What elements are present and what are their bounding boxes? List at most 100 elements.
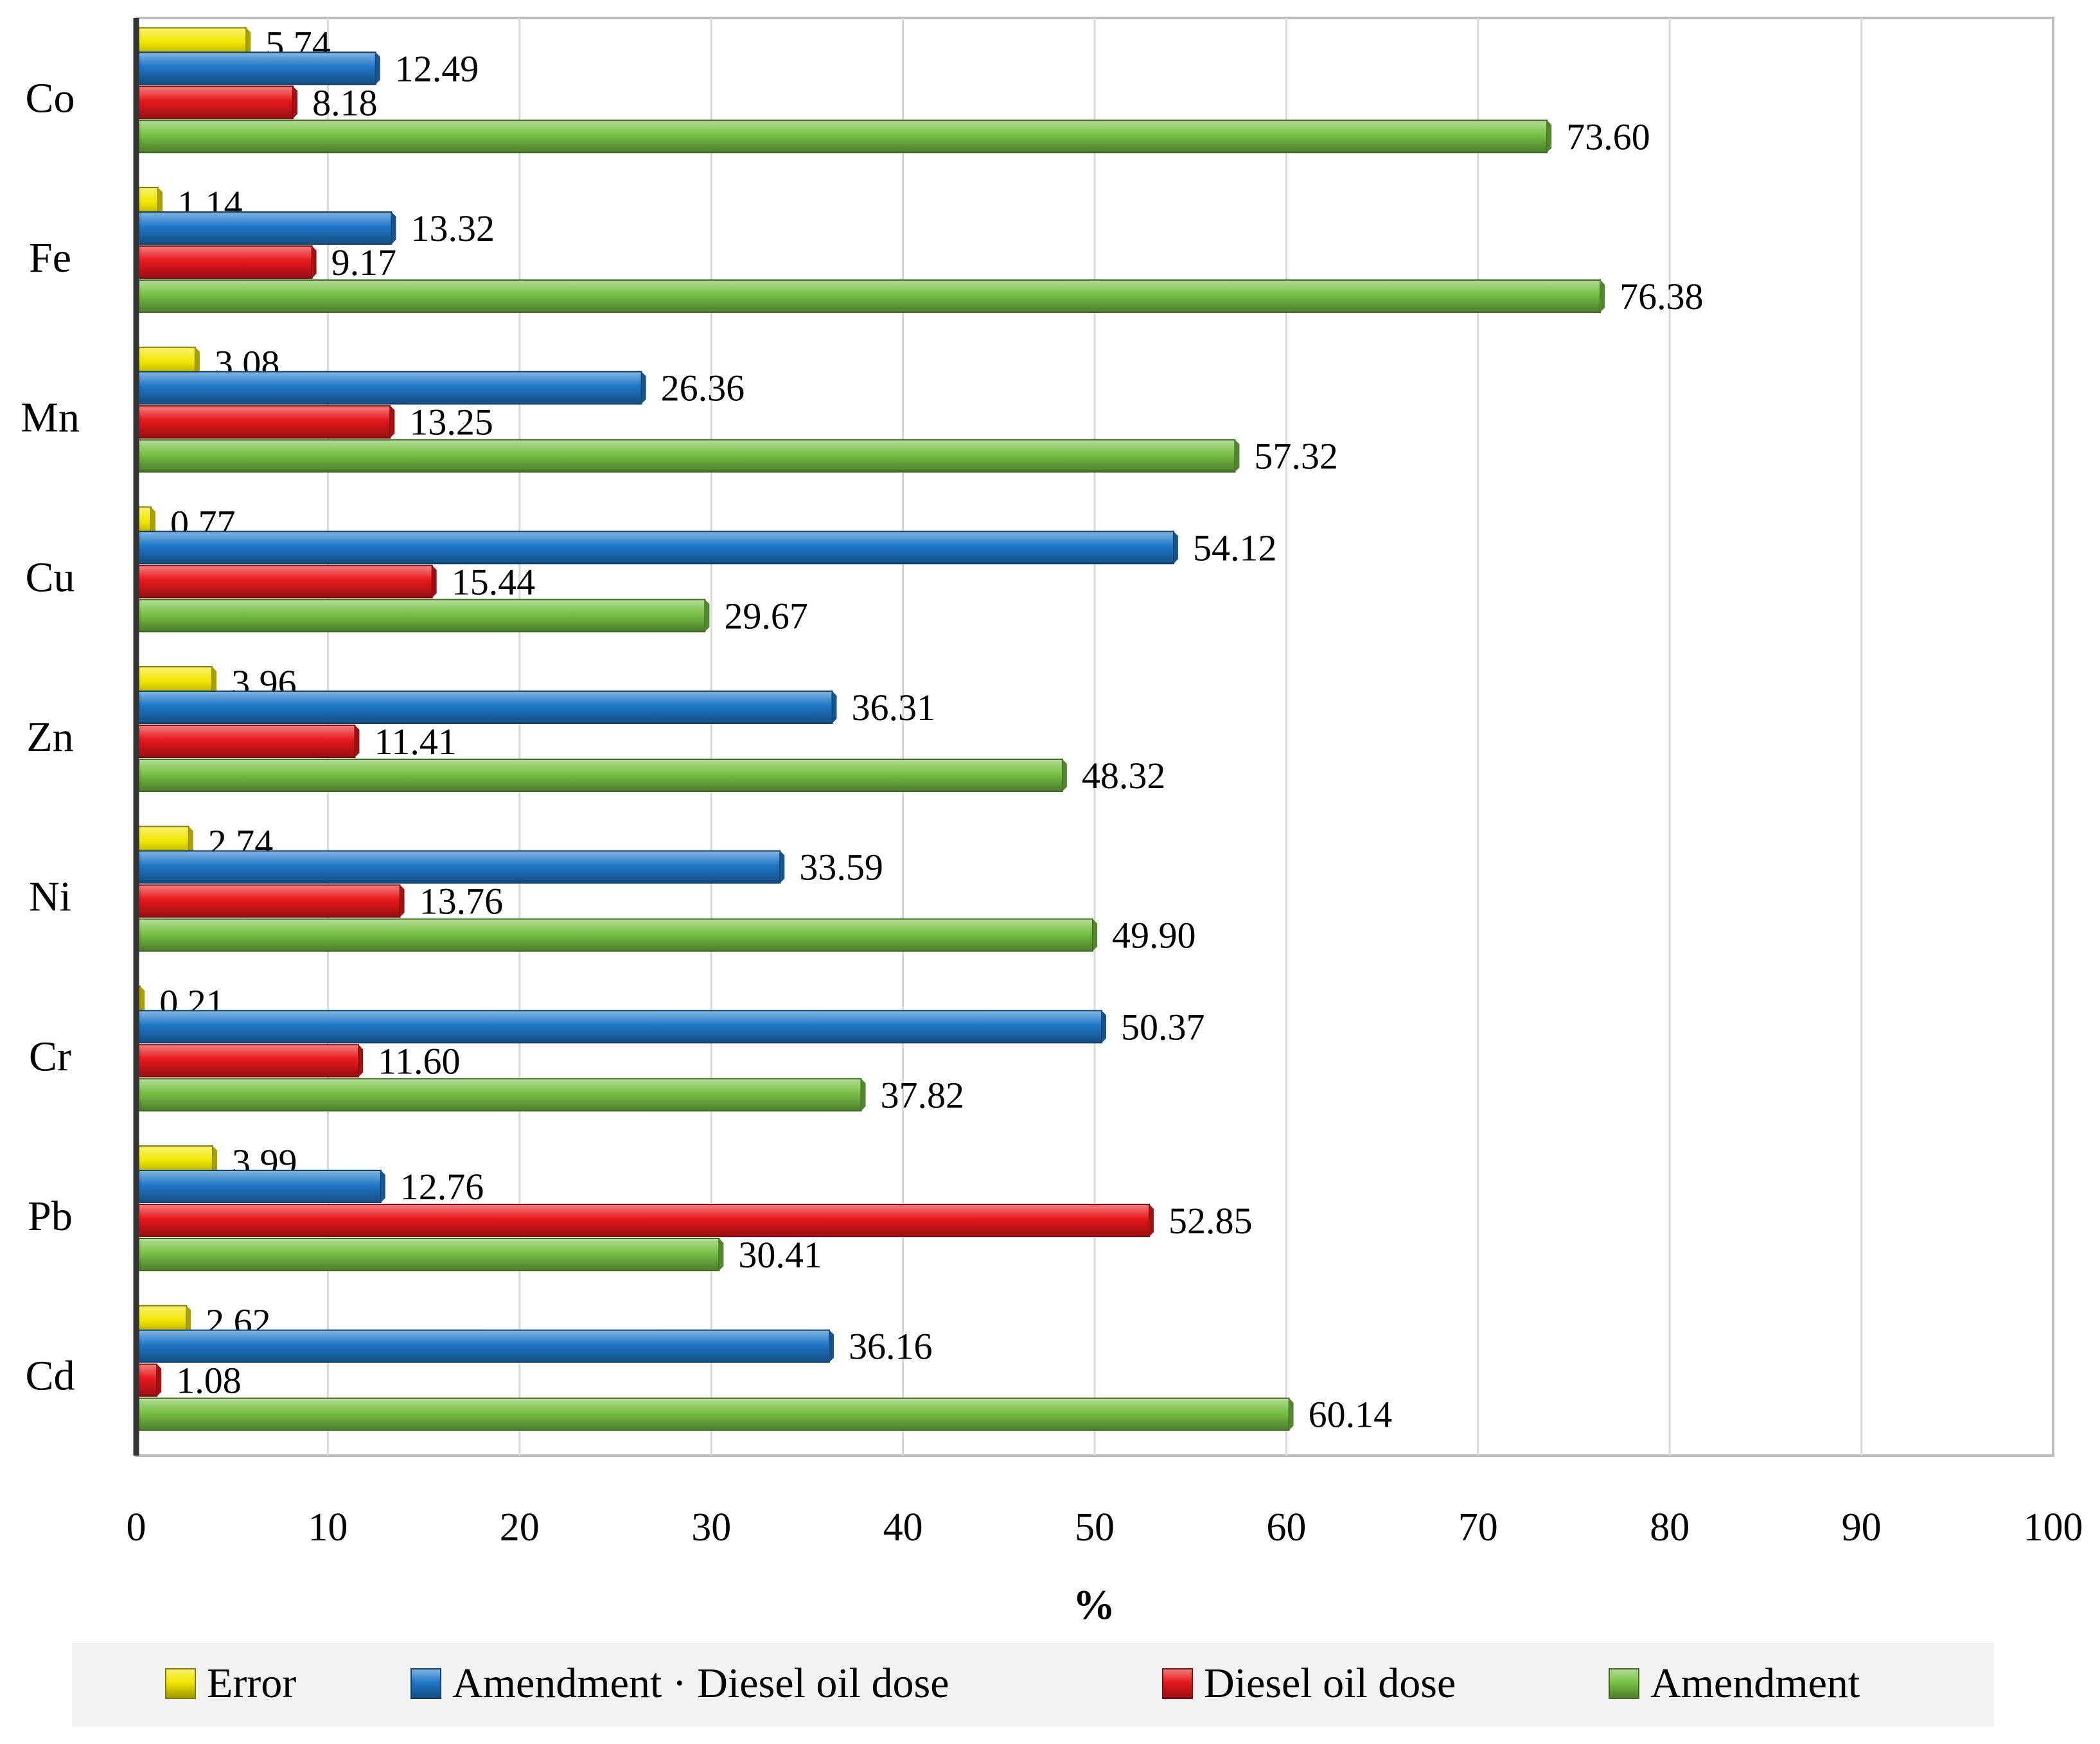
category-label: Mn — [21, 394, 80, 441]
bar — [138, 1238, 720, 1271]
data-label: 36.31 — [851, 687, 935, 728]
bar — [138, 1363, 158, 1397]
data-label: 76.38 — [1619, 276, 1704, 317]
data-label: 15.44 — [452, 561, 536, 603]
data-label: 48.32 — [1082, 755, 1166, 797]
legend-box — [72, 1643, 1994, 1727]
category-label: Pb — [28, 1193, 73, 1240]
bar-end-cap — [719, 1238, 724, 1271]
data-label: 37.82 — [881, 1074, 965, 1116]
data-label: 29.67 — [724, 595, 808, 637]
bar — [138, 725, 356, 758]
bar — [138, 599, 706, 633]
bar — [138, 371, 642, 405]
bar-end-cap — [358, 1044, 364, 1077]
bar-end-cap — [293, 86, 298, 119]
data-label: 30.41 — [738, 1234, 822, 1276]
category-label: Cr — [29, 1033, 71, 1080]
data-label: 73.60 — [1566, 116, 1650, 157]
legend-label: Diesel oil dose — [1204, 1660, 1456, 1707]
bar-end-cap — [829, 1330, 834, 1362]
data-label: 13.25 — [409, 401, 493, 443]
category-label: Ni — [29, 874, 71, 920]
bar — [138, 691, 833, 724]
bar — [138, 1010, 1103, 1044]
x-axis-title: % — [1073, 1581, 1115, 1628]
legend-swatch — [1162, 1668, 1193, 1699]
data-label: 60.14 — [1309, 1394, 1393, 1436]
bar-end-cap — [355, 725, 360, 757]
x-tick-label: 30 — [691, 1506, 731, 1549]
x-tick-label: 0 — [127, 1506, 146, 1549]
bars: 5.7412.498.1873.601.1413.329.1776.383.08… — [138, 23, 1704, 1436]
bar — [138, 1329, 831, 1363]
data-label: 12.49 — [395, 48, 479, 89]
legend-swatch — [165, 1668, 196, 1699]
bar — [138, 1078, 862, 1112]
bar — [138, 279, 1601, 313]
bar-end-cap — [157, 1364, 162, 1396]
bar — [138, 1397, 1290, 1431]
data-label: 9.17 — [331, 242, 397, 283]
category-label: Cu — [25, 554, 75, 601]
data-label: 33.59 — [799, 847, 883, 888]
x-tick-label: 60 — [1266, 1506, 1306, 1549]
bar-end-cap — [1600, 280, 1605, 312]
bar-end-cap — [1093, 919, 1098, 951]
bar-end-cap — [391, 212, 396, 244]
x-tick-labels: 0 10 20 30 40 50 60 70 80 90 100 — [127, 1506, 2083, 1549]
x-tick-label: 40 — [883, 1506, 923, 1549]
bar — [138, 759, 1063, 792]
bar-end-cap — [432, 565, 437, 598]
data-label: 8.18 — [312, 82, 378, 123]
data-label: 11.60 — [378, 1040, 460, 1082]
bar — [138, 51, 376, 85]
x-tick-label: 90 — [1842, 1506, 1882, 1549]
legend-swatch — [410, 1668, 441, 1699]
data-label: 26.36 — [661, 367, 745, 409]
x-tick-label: 10 — [308, 1506, 348, 1549]
bar — [138, 565, 433, 599]
x-tick-label: 70 — [1458, 1506, 1498, 1549]
bar — [138, 211, 393, 245]
x-tick-label: 100 — [2024, 1506, 2083, 1549]
data-label: 52.85 — [1169, 1200, 1253, 1242]
bar-end-cap — [1149, 1204, 1154, 1237]
data-label: 12.76 — [400, 1166, 484, 1208]
category-label: Cd — [25, 1353, 75, 1400]
bar-end-cap — [1289, 1398, 1294, 1431]
bar — [138, 531, 1174, 565]
legend-swatch — [1609, 1668, 1639, 1699]
bar-end-cap — [641, 371, 646, 404]
bar-end-cap — [400, 885, 405, 917]
x-tick-label: 20 — [500, 1506, 540, 1549]
bar — [138, 850, 781, 884]
bar-end-cap — [832, 691, 837, 723]
bar — [138, 405, 391, 439]
data-label: 13.32 — [410, 207, 495, 249]
data-label: 54.12 — [1193, 527, 1277, 568]
bar — [138, 245, 313, 279]
bar-end-cap — [380, 1170, 385, 1202]
bar-end-cap — [375, 52, 380, 85]
legend-label: Amendment — [1650, 1660, 1860, 1707]
bar-end-cap — [1102, 1010, 1107, 1043]
bar-end-cap — [780, 850, 785, 883]
bar-end-cap — [1173, 531, 1178, 564]
category-label: Co — [25, 75, 75, 121]
bar — [138, 85, 294, 119]
bar-end-cap — [1547, 120, 1552, 153]
legend-label: Error — [207, 1660, 296, 1707]
bar-end-cap — [705, 599, 710, 632]
data-label: 1.08 — [176, 1360, 242, 1402]
data-label: 49.90 — [1112, 915, 1196, 956]
data-label: 50.37 — [1121, 1006, 1205, 1048]
bar — [138, 1204, 1151, 1237]
data-label: 36.16 — [849, 1326, 933, 1368]
legend-label: Amendment · Diesel oil dose — [452, 1660, 949, 1707]
bar — [138, 884, 401, 918]
bar-end-cap — [312, 246, 317, 278]
bar — [138, 1044, 360, 1078]
category-label: Zn — [26, 714, 73, 761]
